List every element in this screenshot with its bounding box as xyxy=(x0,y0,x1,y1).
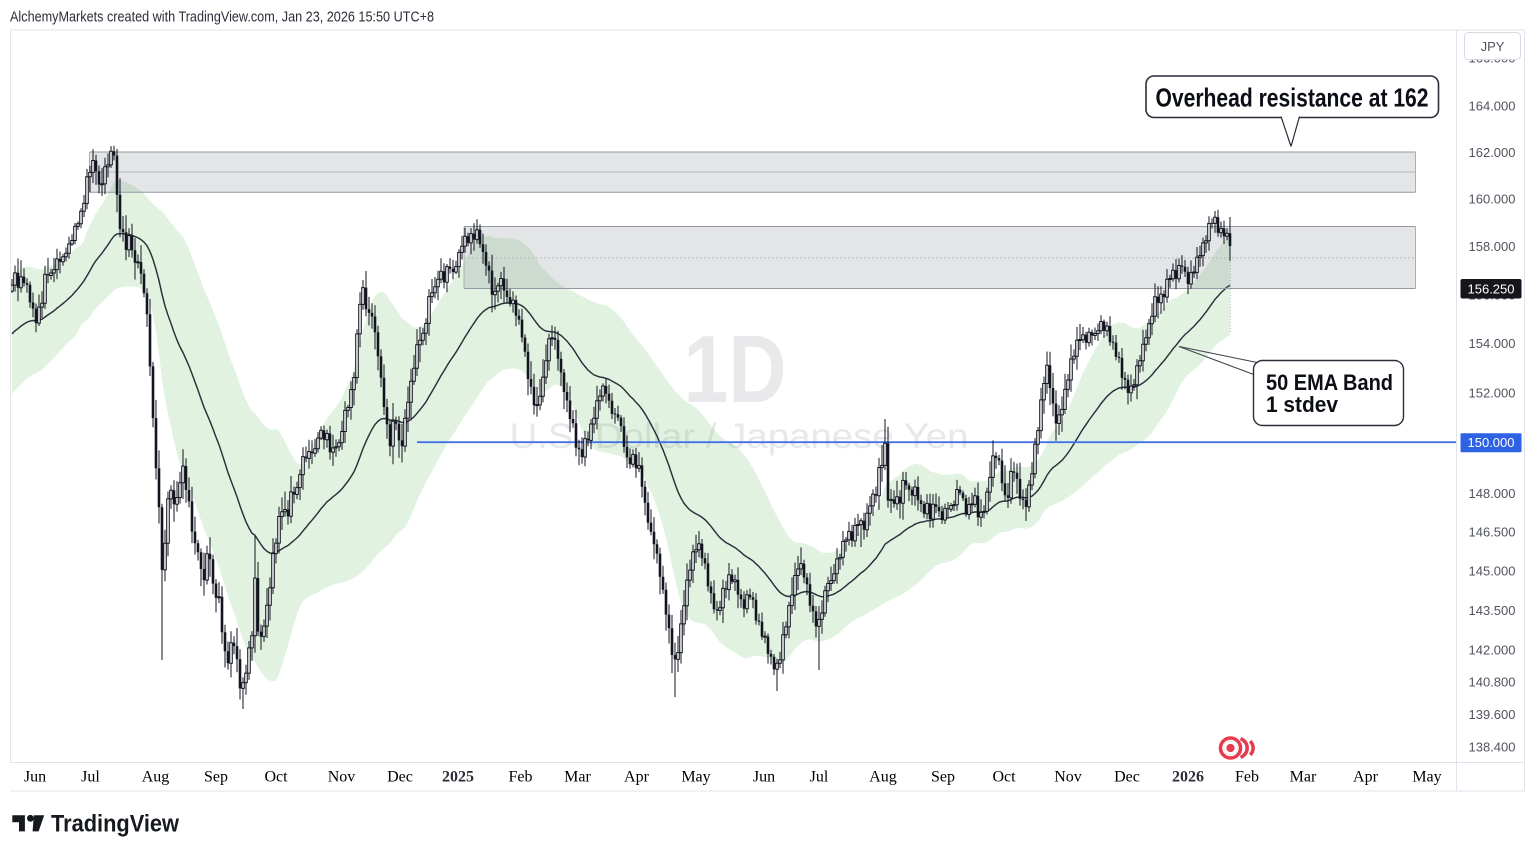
svg-text:Nov: Nov xyxy=(328,769,356,786)
svg-text:Apr: Apr xyxy=(624,769,650,786)
svg-text:145.000: 145.000 xyxy=(1469,564,1516,579)
svg-text:Nov: Nov xyxy=(1054,769,1082,786)
svg-text:150.000: 150.000 xyxy=(1468,435,1515,450)
svg-text:152.000: 152.000 xyxy=(1469,385,1516,400)
svg-text:Mar: Mar xyxy=(564,769,591,786)
svg-text:142.000: 142.000 xyxy=(1469,643,1516,658)
svg-text:Mar: Mar xyxy=(1290,769,1317,786)
svg-text:1D: 1D xyxy=(684,316,787,423)
svg-text:Aug: Aug xyxy=(869,769,897,786)
svg-text:158.000: 158.000 xyxy=(1469,239,1516,254)
svg-text:JPY: JPY xyxy=(1481,39,1505,54)
svg-text:Jun: Jun xyxy=(753,769,775,786)
svg-text:Dec: Dec xyxy=(387,769,413,786)
svg-text:148.000: 148.000 xyxy=(1469,486,1516,501)
svg-text:139.600: 139.600 xyxy=(1469,707,1516,722)
svg-text:May: May xyxy=(1412,769,1441,786)
svg-text:May: May xyxy=(681,769,710,786)
svg-text:AlchemyMarkets created with Tr: AlchemyMarkets created with TradingView.… xyxy=(10,9,434,26)
svg-text:Overhead resistance at 162: Overhead resistance at 162 xyxy=(1156,83,1429,113)
svg-text:143.500: 143.500 xyxy=(1469,603,1516,618)
svg-text:2026: 2026 xyxy=(1172,769,1204,786)
svg-text:Dec: Dec xyxy=(1114,769,1140,786)
svg-text:Sep: Sep xyxy=(931,769,955,786)
svg-text:2025: 2025 xyxy=(442,769,474,786)
svg-text:Jul: Jul xyxy=(810,769,829,786)
svg-text:Oct: Oct xyxy=(264,769,288,786)
svg-text:138.400: 138.400 xyxy=(1469,739,1516,754)
svg-text:160.000: 160.000 xyxy=(1469,192,1516,207)
svg-text:156.250: 156.250 xyxy=(1468,281,1515,296)
svg-text:Feb: Feb xyxy=(1235,769,1259,786)
svg-text:50 EMA Band: 50 EMA Band xyxy=(1266,370,1393,395)
svg-text:Oct: Oct xyxy=(992,769,1016,786)
svg-text:Jul: Jul xyxy=(81,769,100,786)
svg-text:Feb: Feb xyxy=(509,769,533,786)
svg-text:154.000: 154.000 xyxy=(1469,336,1516,351)
svg-text:Aug: Aug xyxy=(142,769,170,786)
svg-text:140.800: 140.800 xyxy=(1469,675,1516,690)
svg-text:Apr: Apr xyxy=(1353,769,1379,786)
svg-text:164.000: 164.000 xyxy=(1469,99,1516,114)
svg-text:Sep: Sep xyxy=(204,769,228,786)
svg-text:1 stdev: 1 stdev xyxy=(1266,392,1339,417)
svg-text:Jun: Jun xyxy=(24,769,46,786)
svg-text:TradingView: TradingView xyxy=(51,811,180,838)
svg-text:162.000: 162.000 xyxy=(1469,145,1516,160)
svg-text:146.500: 146.500 xyxy=(1469,525,1516,540)
